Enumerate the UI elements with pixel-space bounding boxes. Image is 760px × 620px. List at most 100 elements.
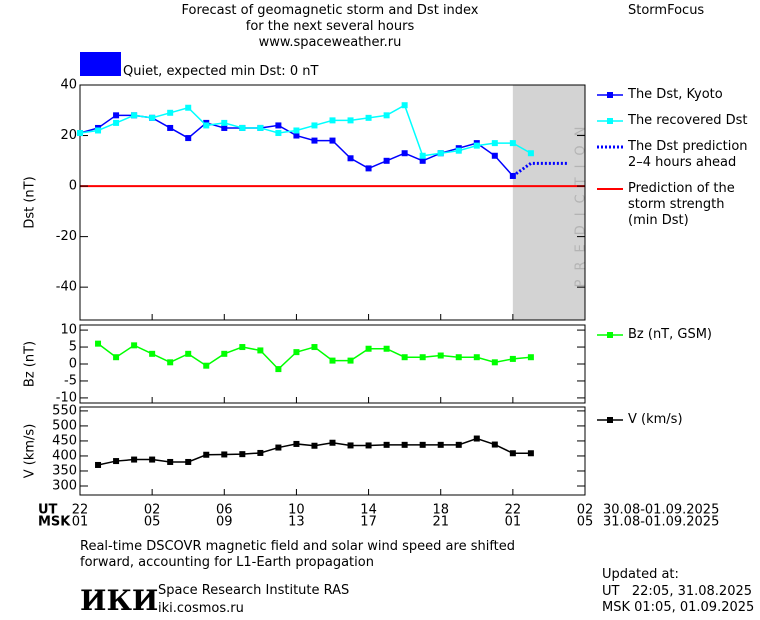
data-point — [455, 441, 462, 448]
x-tick-label-msk: 21 — [432, 515, 449, 530]
data-point — [311, 442, 318, 449]
data-point — [113, 458, 120, 465]
x-tick-label: 22 — [505, 503, 522, 518]
data-point — [401, 150, 408, 157]
data-point — [473, 354, 480, 361]
data-point — [113, 354, 120, 361]
plot-frame — [79, 84, 586, 321]
x-tick-label-msk: 13 — [288, 515, 305, 530]
series-line — [97, 437, 531, 466]
x-tick-label-msk: 01 — [72, 515, 89, 530]
data-point — [257, 449, 264, 456]
data-point — [149, 350, 156, 357]
data-point — [329, 357, 336, 364]
data-point — [401, 354, 408, 361]
plot-frame — [79, 406, 586, 496]
logo: ИКИ — [80, 584, 159, 617]
x-range: 30.08-01.09.2025 — [603, 503, 719, 518]
legend-marker — [607, 332, 613, 338]
y-tick-label: 0 — [69, 357, 77, 372]
y-tick-label: 5 — [69, 340, 77, 355]
y-tick-label: 450 — [52, 433, 77, 448]
y-axis-title: Dst (nT) — [23, 176, 38, 228]
data-point — [77, 130, 83, 137]
data-point — [275, 366, 282, 373]
legend-marker — [607, 92, 613, 98]
data-point — [293, 132, 300, 139]
data-point — [383, 345, 390, 352]
data-point — [437, 352, 444, 359]
x-tick-label: 22 — [72, 503, 89, 518]
data-point — [239, 451, 246, 458]
y-axis-title: V (km/s) — [23, 424, 38, 479]
y-tick-label: -20 — [56, 229, 77, 244]
x-tick-label: 02 — [577, 503, 594, 518]
data-point — [455, 147, 462, 154]
data-point — [221, 451, 228, 458]
legend-label: The Dst, Kyoto — [628, 87, 723, 102]
data-point — [203, 122, 210, 129]
data-point — [509, 355, 516, 362]
data-point — [383, 157, 390, 164]
title: Forecast of geomagnetic storm and Dst in… — [181, 3, 479, 50]
data-point — [401, 102, 408, 109]
x-tick-label: 02 — [144, 503, 161, 518]
x-tick-label: 18 — [432, 503, 449, 518]
data-point — [401, 441, 408, 448]
series-line — [511, 161, 567, 178]
y-tick-label: -10 — [56, 390, 77, 405]
data-point — [527, 150, 534, 157]
data-point — [113, 112, 120, 119]
data-point — [149, 114, 156, 121]
x-tick-label: 10 — [288, 503, 305, 518]
x-tick-label: 14 — [360, 503, 377, 518]
x-axis-name: UT — [38, 503, 58, 518]
data-point — [221, 350, 228, 357]
data-point — [257, 347, 264, 354]
data-point — [95, 461, 102, 468]
institute-name: Space Research Institute RAS — [158, 583, 350, 598]
y-tick-label: 400 — [52, 448, 77, 463]
plot-frame — [79, 324, 586, 404]
legend-label: Bz (nT, GSM) — [628, 327, 713, 342]
data-point — [293, 440, 300, 447]
data-point — [131, 112, 138, 119]
data-point — [203, 451, 210, 458]
x-tick-label-msk: 01 — [505, 515, 522, 530]
y-tick-label: 550 — [52, 403, 77, 418]
data-point — [221, 119, 228, 126]
data-point — [455, 354, 462, 361]
note: Real-time DSCOVR magnetic field and sola… — [80, 539, 516, 570]
data-point — [491, 140, 498, 147]
data-point — [491, 441, 498, 448]
data-point — [203, 362, 210, 369]
data-point — [347, 117, 354, 124]
x-range: 31.08-01.09.2025 — [603, 515, 719, 530]
data-point — [419, 152, 426, 159]
data-point — [491, 152, 498, 159]
data-point — [347, 357, 354, 364]
data-point — [167, 458, 174, 465]
data-point — [113, 119, 120, 126]
data-point — [527, 450, 534, 457]
y-tick-label: -40 — [56, 280, 77, 295]
data-point — [185, 350, 192, 357]
data-point — [275, 444, 282, 451]
data-point — [383, 441, 390, 448]
data-point — [293, 127, 300, 134]
data-point — [221, 124, 228, 131]
legend-label: The recovered Dst — [628, 113, 748, 128]
data-point — [311, 344, 318, 351]
data-point — [167, 124, 174, 131]
prediction-region — [512, 85, 585, 320]
data-point — [185, 458, 192, 465]
x-tick-label-msk: 17 — [360, 515, 377, 530]
legend-label: The Dst prediction 2–4 hours ahead — [628, 139, 748, 170]
data-point — [275, 130, 282, 137]
y-tick-label: 350 — [52, 463, 77, 478]
data-point — [167, 109, 174, 116]
data-point — [329, 117, 336, 124]
legend-label: V (km/s) — [628, 412, 683, 427]
data-point — [419, 441, 426, 448]
